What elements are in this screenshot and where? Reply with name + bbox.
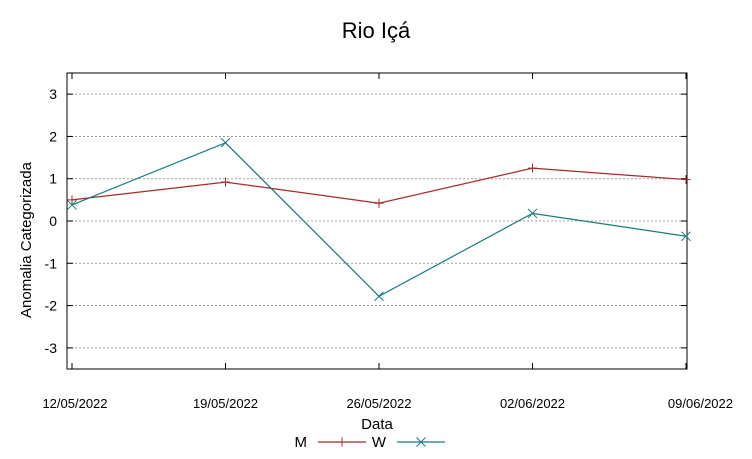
series-layer <box>67 137 691 302</box>
series-w <box>67 137 691 302</box>
y-tick-labels: 3 2 1 0 -1 -2 -3 <box>45 86 58 356</box>
x-tick-label: 09/06/2022 <box>668 396 733 411</box>
legend-marker-w <box>416 437 426 447</box>
series-line-w <box>71 142 687 298</box>
y-tick-label: -1 <box>45 255 58 271</box>
legend-label-w: W <box>372 434 387 451</box>
y-tick-label: 1 <box>49 171 57 187</box>
x-tick-label: 12/05/2022 <box>42 396 107 411</box>
legend-marker-m <box>337 437 347 447</box>
data-point-w <box>527 208 538 219</box>
y-tick-label: 2 <box>49 128 57 144</box>
data-point-m <box>528 163 537 173</box>
y-tick-label: 0 <box>49 213 57 229</box>
data-point-m <box>374 198 384 208</box>
series-m <box>67 163 691 208</box>
x-axis-label: Data <box>361 416 393 433</box>
y-tick-label: -2 <box>45 298 58 314</box>
x-tick-label: 19/05/2022 <box>193 396 258 411</box>
x-tick-label: 26/05/2022 <box>346 396 411 411</box>
x-tick-label: 02/06/2022 <box>500 396 565 411</box>
chart-title: Rio Içá <box>342 18 411 43</box>
data-point-w <box>67 200 77 210</box>
data-point-w <box>220 137 231 148</box>
series-line-m <box>71 167 687 204</box>
y-axis-label: Anomalia Categorizada <box>18 161 35 318</box>
plot-frame <box>66 72 688 370</box>
grid-layer <box>67 73 687 369</box>
y-tick-label: 3 <box>49 86 57 102</box>
data-point-m <box>681 175 691 185</box>
data-point-w <box>374 291 384 302</box>
legend-label-m: M <box>295 434 308 451</box>
data-point-w <box>681 231 691 242</box>
x-tick-labels: 12/05/2022 19/05/2022 26/05/2022 02/06/2022… <box>42 396 733 411</box>
y-tick-label: -3 <box>45 340 58 356</box>
data-point-m <box>221 177 230 187</box>
data-point-m <box>67 195 77 205</box>
